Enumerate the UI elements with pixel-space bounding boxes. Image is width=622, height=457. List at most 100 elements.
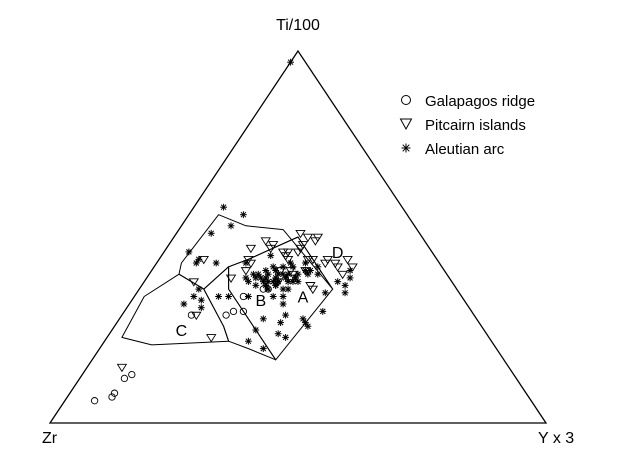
point-pitcairn: [225, 274, 237, 283]
legend-item-galapagos: Galapagos ridge: [401, 93, 535, 110]
point-pitcairn: [245, 259, 257, 269]
vertex-label-right: Y x 3: [538, 430, 574, 447]
point-aleutian: [259, 345, 267, 353]
point-aleutian: [301, 319, 309, 327]
point-aleutian: [262, 281, 270, 289]
point-aleutian: [279, 263, 287, 271]
field-c-boundary: [121, 273, 230, 346]
point-aleutian: [274, 330, 282, 338]
point-pitcairn: [307, 256, 319, 265]
point-pitcairn: [198, 256, 209, 265]
fields-layer: A B C D: [121, 214, 344, 361]
point-galapagos: [110, 389, 119, 397]
point-galapagos: [120, 374, 129, 383]
point-aleutian: [306, 267, 314, 274]
point-aleutian: [282, 333, 290, 341]
point-aleutian: [279, 285, 287, 293]
point-aleutian: [272, 274, 280, 282]
point-aleutian: [299, 315, 307, 323]
point-pitcairn: [295, 229, 306, 239]
point-pitcairn: [307, 285, 319, 295]
point-aleutian: [239, 211, 247, 219]
point-aleutian: [259, 315, 267, 323]
point-aleutian: [287, 259, 295, 267]
point-aleutian: [244, 293, 252, 300]
point-aleutian: [289, 278, 297, 286]
point-pitcairn: [282, 248, 294, 257]
point-aleutian: [314, 270, 322, 278]
point-aleutian: [301, 259, 309, 267]
point-galapagos: [108, 393, 116, 401]
point-aleutian: [282, 311, 290, 319]
point-aleutian: [301, 267, 309, 274]
field-label-b: B: [255, 293, 266, 310]
point-aleutian: [244, 337, 252, 345]
point-aleutian: [269, 263, 277, 271]
legend-label: Aleutian arc: [425, 141, 505, 158]
point-aleutian: [279, 300, 287, 308]
point-aleutian: [277, 319, 285, 327]
point-aleutian: [190, 293, 198, 300]
point-aleutian: [304, 270, 312, 278]
point-aleutian: [180, 300, 188, 308]
point-aleutian: [267, 252, 275, 260]
point-galapagos: [128, 370, 136, 379]
point-aleutian: [242, 259, 250, 267]
field-label-d: D: [332, 245, 344, 262]
point-aleutian: [314, 263, 322, 271]
point-pitcairn: [332, 263, 343, 272]
point-aleutian: [279, 293, 287, 300]
point-aleutian: [284, 270, 292, 278]
point-aleutian: [319, 307, 327, 315]
point-aleutian: [242, 274, 250, 282]
vertex-label-left: Zr: [42, 430, 58, 447]
field-label-c: C: [176, 323, 188, 340]
point-aleutian: [225, 293, 233, 300]
vertex-label-top: Ti/100: [276, 17, 320, 34]
point-aleutian: [334, 278, 342, 286]
ternary-triangle: [48, 49, 548, 424]
triangle-down-marker-icon: [399, 118, 413, 131]
point-aleutian: [185, 248, 193, 256]
point-aleutian: [341, 289, 349, 297]
point-aleutian: [197, 304, 205, 312]
point-aleutian: [252, 274, 260, 282]
point-aleutian: [292, 274, 299, 282]
point-aleutian: [294, 270, 302, 278]
point-aleutian: [207, 229, 215, 237]
point-aleutian: [227, 222, 235, 230]
point-galapagos: [90, 397, 99, 405]
legend-item-aleutian: Aleutian arc: [401, 141, 505, 158]
points-layer: [90, 58, 358, 405]
point-aleutian: [244, 278, 252, 286]
point-aleutian: [195, 285, 203, 293]
point-pitcairn: [277, 248, 289, 257]
point-pitcairn: [302, 233, 314, 243]
point-galapagos: [229, 307, 238, 316]
point-pitcairn: [342, 256, 353, 265]
point-aleutian: [269, 278, 277, 286]
point-aleutian: [321, 289, 329, 297]
point-galapagos: [239, 307, 248, 316]
point-pitcairn: [205, 334, 217, 343]
circle-marker-icon: [401, 95, 411, 105]
point-aleutian: [289, 263, 297, 271]
point-aleutian: [197, 296, 205, 304]
star-marker-icon: [401, 143, 411, 153]
point-aleutian: [215, 293, 223, 300]
field-d-boundary: [178, 214, 334, 290]
point-aleutian: [272, 281, 280, 289]
point-pitcairn: [240, 267, 252, 276]
point-pitcairn: [320, 259, 331, 269]
point-aleutian: [294, 278, 302, 286]
point-pitcairn: [260, 237, 271, 246]
point-pitcairn: [337, 270, 348, 280]
point-aleutian: [264, 270, 272, 278]
point-aleutian: [254, 270, 262, 278]
legend-label: Pitcairn islands: [425, 117, 526, 134]
field-label-a: A: [298, 290, 309, 307]
legend-item-pitcairn: Pitcairn islands: [399, 117, 526, 134]
point-aleutian: [274, 278, 282, 286]
point-pitcairn: [245, 244, 257, 254]
